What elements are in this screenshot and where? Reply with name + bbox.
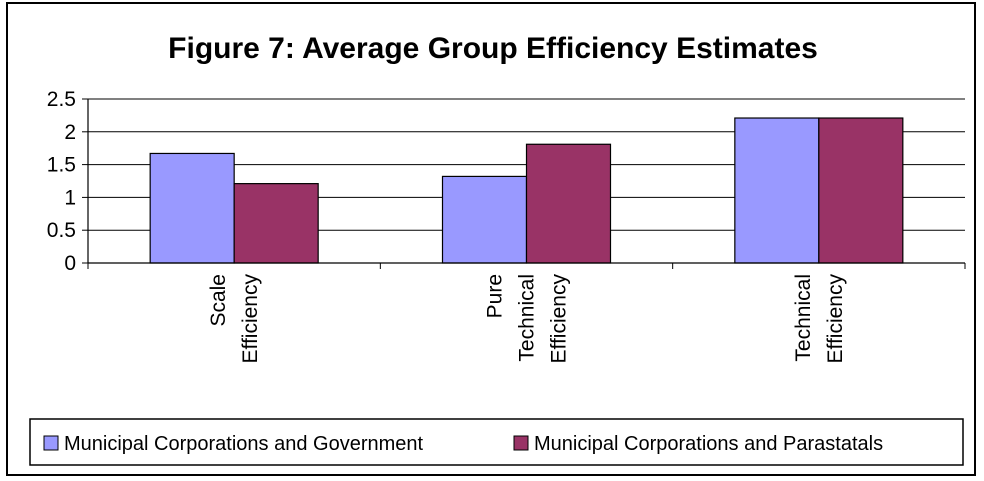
x-category-label: Scale (207, 274, 230, 327)
bar (149, 152, 235, 264)
chart-title: Figure 7: Average Group Efficiency Estim… (168, 32, 818, 65)
chart-frame: Figure 7: Average Group Efficiency Estim… (6, 2, 976, 476)
x-category-label: Technical (792, 274, 815, 362)
x-category-label: Efficiency (824, 274, 847, 364)
bar-chart: Figure 7: Average Group Efficiency Estim… (29, 32, 966, 466)
bar (818, 117, 904, 264)
bar (441, 175, 528, 264)
bar (734, 117, 820, 264)
y-tick-label: 1.5 (47, 154, 76, 177)
y-tick-label: 2 (64, 121, 76, 144)
axes (82, 98, 966, 269)
y-axis-tick-labels: 0 0.5 1 1.5 2 2.5 (47, 88, 76, 275)
legend: Municipal Corporations and Government Mun… (29, 418, 964, 466)
legend-swatch (43, 435, 59, 451)
legend-label: Municipal Corporations and Government (64, 433, 424, 455)
x-category-label: Technical (516, 274, 539, 362)
y-tick-label: 0.5 (47, 219, 76, 242)
x-axis-category-labels: Scale Efficiency Pure Technical Efficiency Te… (207, 274, 847, 364)
y-tick-label: 1 (64, 186, 76, 209)
bar (525, 143, 612, 264)
y-tick-label: 0 (64, 252, 76, 275)
bar (233, 183, 319, 264)
x-category-label: Pure (484, 274, 507, 318)
x-category-label: Efficiency (548, 274, 571, 364)
y-tick-label: 2.5 (47, 88, 76, 111)
bars (149, 117, 904, 264)
legend-swatch (513, 435, 529, 451)
legend-label: Municipal Corporations and Parastatals (534, 433, 883, 455)
x-category-label: Efficiency (239, 274, 262, 364)
